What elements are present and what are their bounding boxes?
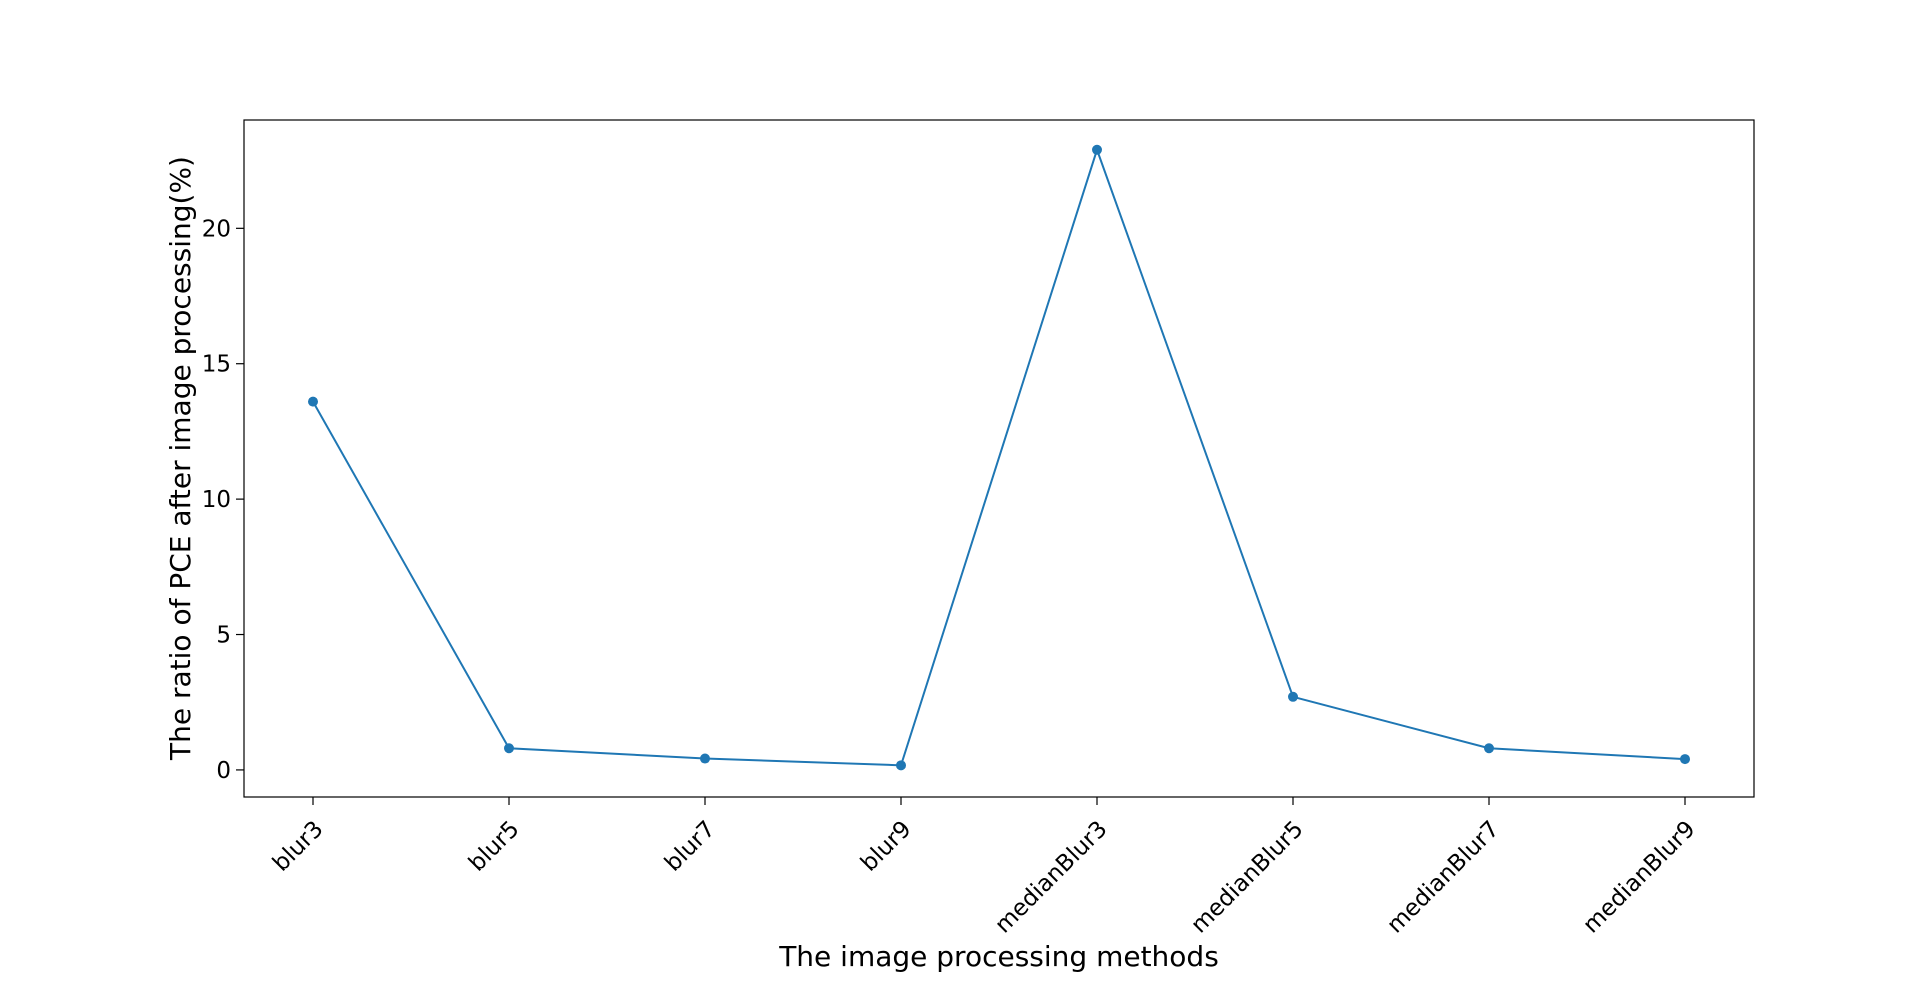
x-axis-title: The image processing methods [778,940,1219,973]
y-axis-title: The ratio of PCE after image processing(… [164,156,197,761]
data-point [1092,144,1102,155]
y-tick-label: 0 [216,758,231,784]
y-tick-label: 20 [202,216,231,242]
x-tick-label: medianBlur5 [1186,816,1308,938]
data-point [504,743,514,754]
data-point [308,396,318,407]
x-tick-label: medianBlur7 [1382,816,1504,938]
series-line [312,146,1686,767]
series-group [308,144,1690,771]
y-axis-ticks: 0 5 10 15 20 [202,216,244,784]
x-tick-label: blur3 [268,816,329,877]
y-tick-label: 10 [202,487,231,513]
x-tick-label: blur9 [856,816,917,877]
y-tick-label: 5 [216,623,231,649]
data-point [1484,743,1494,754]
data-point [1288,691,1298,702]
x-tick-label: medianBlur9 [1578,816,1700,938]
x-axis-ticks: blur3 blur5 blur7 blur9 medianBlur3 medianBlu… [268,797,1701,939]
data-point [1680,754,1690,765]
data-point [700,753,710,764]
plot-area-frame [243,119,1755,798]
data-point [896,760,906,771]
x-tick-label: medianBlur3 [990,816,1112,938]
x-tick-label: blur5 [464,816,525,877]
x-tick-label: blur7 [660,816,721,877]
y-tick-label: 15 [202,352,231,378]
